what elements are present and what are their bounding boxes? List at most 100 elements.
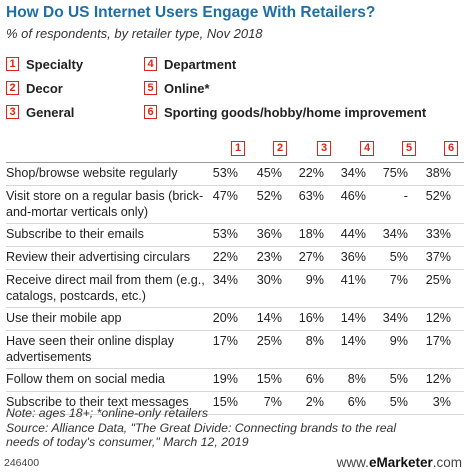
legend-number-badge: 4 xyxy=(144,57,157,71)
table-cell: 3% xyxy=(432,395,451,409)
table-cell: 41% xyxy=(340,273,366,287)
table-header: 1 2 3 4 5 6 xyxy=(6,138,464,163)
table-cell: 15% xyxy=(256,372,282,386)
table-row: Subscribe to their text messages 15% 7% 2% 6… xyxy=(6,392,464,415)
logo-www: www. xyxy=(336,455,369,470)
table-cell: 53% xyxy=(212,227,238,241)
table-cell: 30% xyxy=(256,273,282,287)
table-cell: 5% xyxy=(389,372,408,386)
legend-label: Sporting goods/hobby/home improvement xyxy=(164,104,427,120)
logo-tld: .com xyxy=(432,455,462,470)
table-cell: - xyxy=(403,189,408,203)
table-cell: 45% xyxy=(256,166,282,180)
column-header-badge: 3 xyxy=(317,141,331,156)
table-cell: 34% xyxy=(382,311,408,325)
row-label: Receive direct mail from them (e.g., cat… xyxy=(6,273,205,303)
legend-item: 6 Sporting goods/hobby/home improvement xyxy=(144,103,426,121)
table-row: Have seen their online display advertise… xyxy=(6,331,464,369)
source-line: Source: Alliance Data, "The Great Divide… xyxy=(6,420,397,435)
table-row: Subscribe to their emails 53% 36% 18% 44% 34%… xyxy=(6,224,464,247)
row-label: Subscribe to their emails xyxy=(6,227,144,241)
table-cell: 25% xyxy=(256,334,282,348)
chart-subtitle: % of respondents, by retailer type, Nov … xyxy=(6,26,263,41)
legend-label: Decor xyxy=(26,80,63,96)
table-row: Receive direct mail from them (e.g., cat… xyxy=(6,270,464,308)
table-cell: 44% xyxy=(340,227,366,241)
table-cell: 34% xyxy=(212,273,238,287)
data-table: 1 2 3 4 5 6 Shop/browse website regularly 53% 4… xyxy=(6,138,464,415)
row-label: Follow them on social media xyxy=(6,372,165,386)
chart-title: How Do US Internet Users Engage With Ret… xyxy=(6,4,376,21)
table-cell: 8% xyxy=(305,334,324,348)
table-cell: 22% xyxy=(212,250,238,264)
table-cell: 8% xyxy=(347,372,366,386)
column-header-badge: 5 xyxy=(402,141,416,156)
table-cell: 14% xyxy=(340,311,366,325)
emarketer-logo[interactable]: www.eMarketer.com xyxy=(337,455,462,470)
column-header-badge: 6 xyxy=(444,141,458,156)
table-cell: 14% xyxy=(256,311,282,325)
column-header-badge: 2 xyxy=(273,141,287,156)
table-cell: 34% xyxy=(340,166,366,180)
table-cell: 38% xyxy=(425,166,451,180)
legend-number-badge: 3 xyxy=(6,105,19,119)
table-cell: 19% xyxy=(212,372,238,386)
table-cell: 36% xyxy=(256,227,282,241)
table-cell: 25% xyxy=(425,273,451,287)
legend-item: 2 Decor xyxy=(6,79,63,97)
table-cell: 17% xyxy=(425,334,451,348)
row-label: Visit store on a regular basis (brick-an… xyxy=(6,189,204,219)
table-cell: 5% xyxy=(389,250,408,264)
legend-number-badge: 6 xyxy=(144,105,157,119)
legend-number-badge: 5 xyxy=(144,81,157,95)
column-header-badge: 4 xyxy=(360,141,374,156)
table-cell: 16% xyxy=(298,311,324,325)
legend-number-badge: 1 xyxy=(6,57,19,71)
legend: 1 Specialty 2 Decor 3 General 4 Department 5 Onli… xyxy=(6,55,468,127)
table-cell: 22% xyxy=(298,166,324,180)
table-cell: 63% xyxy=(298,189,324,203)
table-cell: 6% xyxy=(347,395,366,409)
legend-label: Specialty xyxy=(26,56,84,72)
table-cell: 52% xyxy=(256,189,282,203)
table-cell: 53% xyxy=(212,166,238,180)
table-row: Follow them on social media 19% 15% 6% 8% 5% 1… xyxy=(6,369,464,392)
legend-item: 3 General xyxy=(6,103,74,121)
row-label: Subscribe to their text messages xyxy=(6,395,189,409)
table-cell: 9% xyxy=(305,273,324,287)
chart-id: 246400 xyxy=(4,457,40,469)
table-cell: 9% xyxy=(389,334,408,348)
table-cell: 47% xyxy=(212,189,238,203)
row-label: Review their advertising circulars xyxy=(6,250,191,264)
legend-label: Online* xyxy=(164,80,210,96)
legend-item: 1 Specialty xyxy=(6,55,83,73)
legend-item: 5 Online* xyxy=(144,79,210,97)
table-cell: 34% xyxy=(382,227,408,241)
table-cell: 7% xyxy=(263,395,282,409)
row-label: Have seen their online display advertise… xyxy=(6,334,175,364)
legend-label: Department xyxy=(164,56,237,72)
footer: 246400 www.eMarketer.com xyxy=(0,455,470,474)
table-row: Review their advertising circulars 22% 23%… xyxy=(6,247,464,270)
table-cell: 15% xyxy=(212,395,238,409)
source-line: needs of today's consumer," March 12, 20… xyxy=(6,435,249,450)
column-header-badge: 1 xyxy=(231,141,245,156)
row-label: Shop/browse website regularly xyxy=(6,166,178,180)
table-cell: 17% xyxy=(212,334,238,348)
table-cell: 12% xyxy=(425,372,451,386)
note-line: Note: ages 18+; *online-only retailers xyxy=(6,406,208,420)
legend-number-badge: 2 xyxy=(6,81,19,95)
table-cell: 33% xyxy=(425,227,451,241)
table-cell: 20% xyxy=(212,311,238,325)
logo-name: eMarketer xyxy=(368,455,433,470)
table-cell: 52% xyxy=(425,189,451,203)
row-label: Use their mobile app xyxy=(6,311,122,325)
table-cell: 23% xyxy=(256,250,282,264)
table-cell: 6% xyxy=(305,372,324,386)
table-cell: 5% xyxy=(389,395,408,409)
table-body: Shop/browse website regularly 53% 45% 22% 34… xyxy=(6,163,464,415)
notes: Note: ages 18+; *online-only retailers S… xyxy=(6,406,466,450)
table-cell: 27% xyxy=(298,250,324,264)
table-cell: 2% xyxy=(305,395,324,409)
table-row: Visit store on a regular basis (brick-an… xyxy=(6,186,464,224)
